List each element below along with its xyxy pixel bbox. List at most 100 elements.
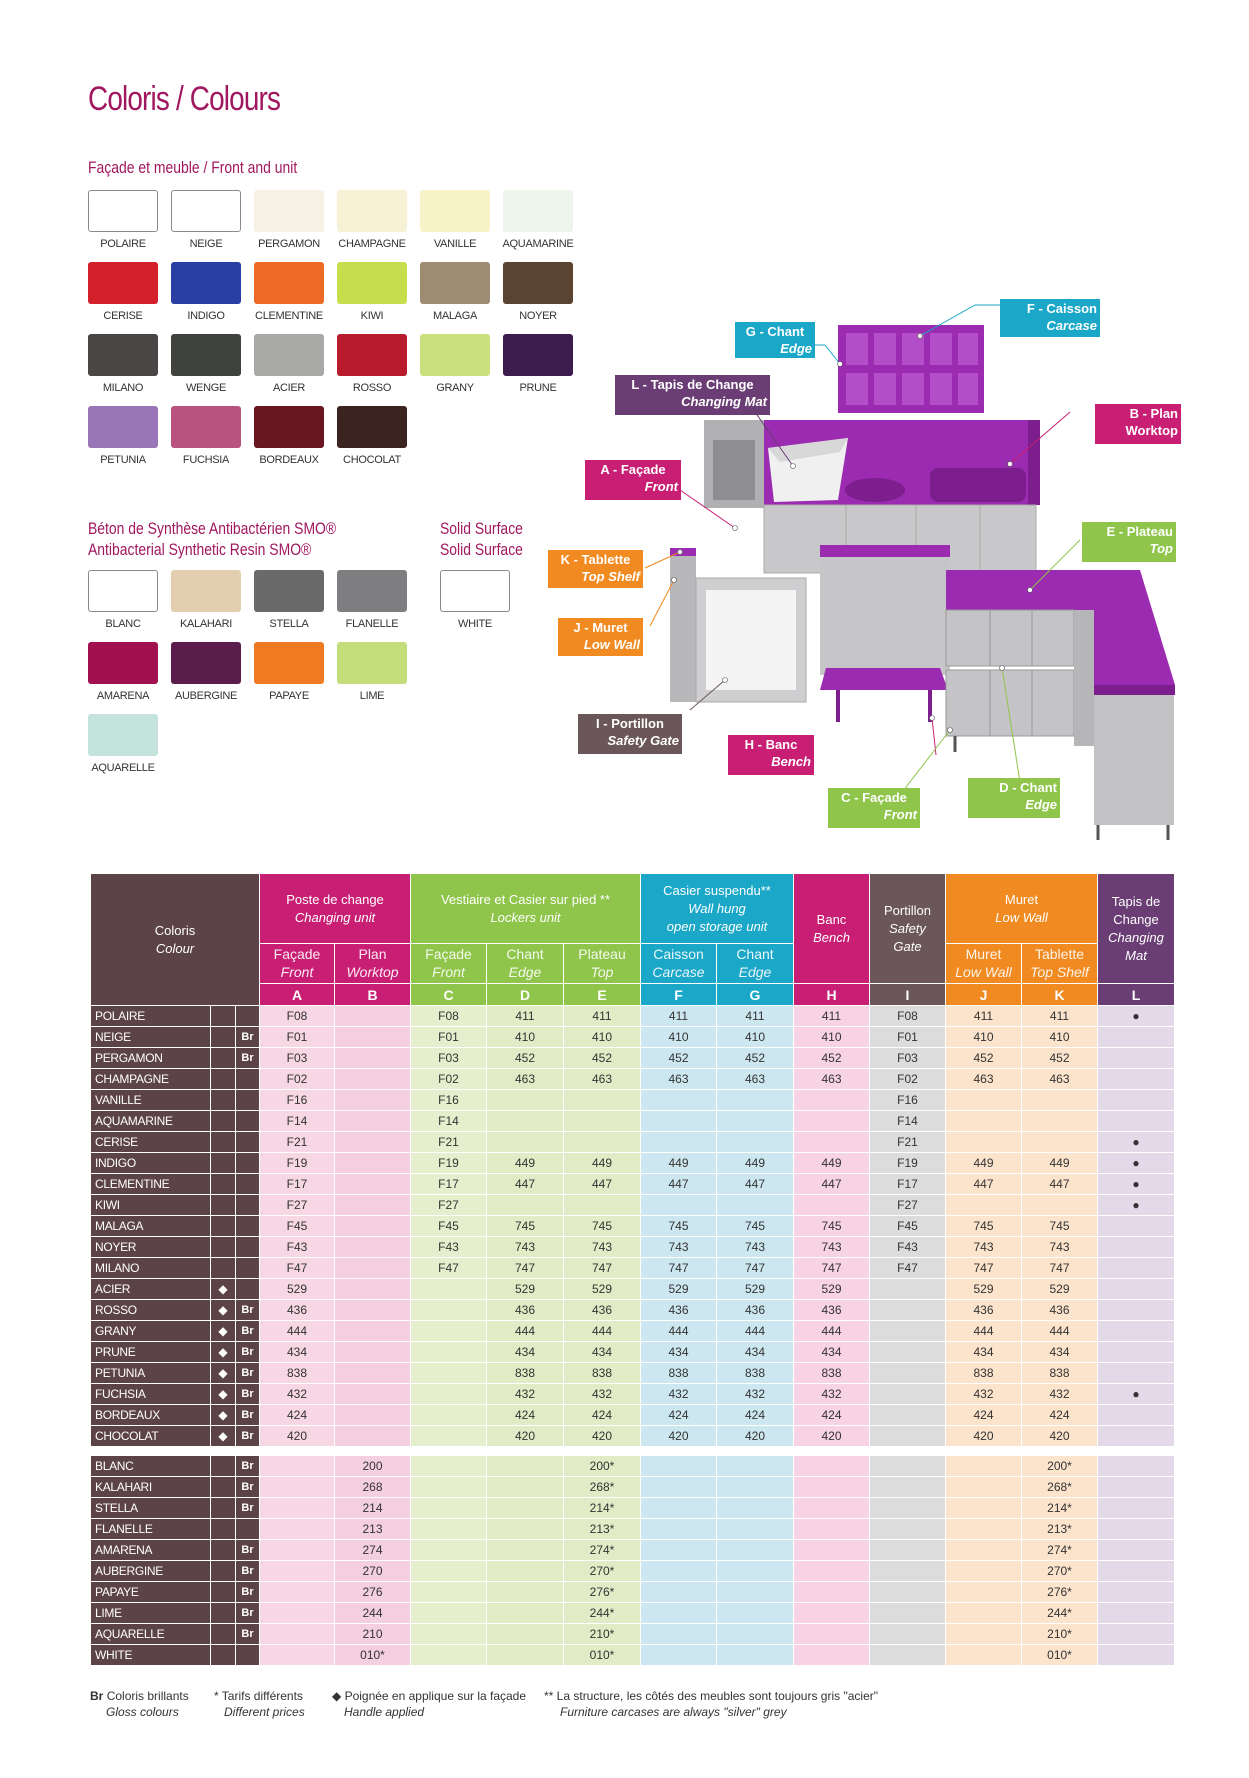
cell: 444 [945, 1320, 1022, 1342]
cell: 529 [945, 1278, 1022, 1300]
cell: 244* [563, 1602, 641, 1624]
column-letter: B [334, 983, 411, 1006]
cell: 444 [793, 1320, 870, 1342]
cell [1097, 1560, 1175, 1582]
cell: F08 [410, 1005, 487, 1027]
cell: 411 [793, 1005, 870, 1027]
cell [640, 1476, 717, 1498]
cell: 410 [1021, 1026, 1098, 1048]
handle-mark: ◆ [210, 1341, 236, 1363]
cell: 838 [793, 1362, 870, 1384]
cell: F14 [869, 1110, 946, 1132]
swatch-label: AQUAMARINE [502, 238, 574, 250]
cell [259, 1539, 335, 1561]
cell [869, 1341, 946, 1363]
cell [640, 1089, 717, 1111]
cell: 463 [716, 1068, 794, 1090]
table-row: CLEMENTINE F17 F17 447 447 447 447 447 F17 447 447… [90, 1173, 1175, 1195]
handle-mark [210, 1194, 236, 1216]
swatch-blanc [88, 570, 158, 612]
cell: ● [1097, 1173, 1175, 1195]
cell: F27 [410, 1194, 487, 1216]
swatch-label: PERGAMON [258, 238, 320, 250]
table-row: ACIER ◆ 529 529 529 529 529 529 529 529 [90, 1278, 1175, 1300]
column-letter: F [640, 983, 717, 1006]
colour-price-table: Coloris Colour Poste de change Changing un… [90, 873, 1175, 1666]
cell: 200 [334, 1455, 411, 1477]
handle-mark [210, 1497, 236, 1519]
cell: 213* [563, 1518, 641, 1540]
gloss-mark: Br [235, 1383, 260, 1405]
handle-mark [210, 1539, 236, 1561]
gloss-mark [235, 1068, 260, 1090]
gloss-mark: Br [235, 1341, 260, 1363]
cell [486, 1644, 564, 1666]
cell: 270 [334, 1560, 411, 1582]
handle-mark: ◆ [210, 1404, 236, 1426]
gloss-mark: Br [235, 1026, 260, 1048]
swatch-bordeaux [254, 406, 324, 448]
cell: 745 [945, 1215, 1022, 1237]
swatch-flanelle [337, 570, 407, 612]
cell [1097, 1320, 1175, 1342]
cell [869, 1539, 946, 1561]
cell [716, 1560, 794, 1582]
cell [259, 1518, 335, 1540]
cell: 449 [563, 1152, 641, 1174]
swatch-label: CLEMENTINE [255, 310, 323, 322]
cell [334, 1278, 411, 1300]
table-row: STELLA Br 214 214* 214* [90, 1497, 1175, 1519]
cell: F17 [410, 1173, 487, 1195]
colour-name: AQUARELLE [90, 1623, 211, 1645]
cell: 274* [1021, 1539, 1098, 1561]
cell: 213* [1021, 1518, 1098, 1540]
cell [945, 1602, 1022, 1624]
cell: 745 [793, 1215, 870, 1237]
cell [945, 1110, 1022, 1132]
gloss-mark: Br [235, 1497, 260, 1519]
cell [793, 1623, 870, 1645]
cell [334, 1425, 411, 1447]
colour-name: PAPAYE [90, 1581, 211, 1603]
gloss-mark: Br [235, 1602, 260, 1624]
cell [1097, 1299, 1175, 1321]
table-row: VANILLE F16 F16 F16 [90, 1089, 1175, 1111]
cell: F01 [259, 1026, 335, 1048]
colour-name: AMARENA [90, 1539, 211, 1561]
cell: F43 [259, 1236, 335, 1258]
gloss-mark: Br [235, 1539, 260, 1561]
cell: 463 [793, 1068, 870, 1090]
cell: ● [1097, 1131, 1175, 1153]
swatch-pergamon [254, 190, 324, 232]
column-letter: A [259, 983, 335, 1006]
cell: F14 [259, 1110, 335, 1132]
gloss-mark [235, 1215, 260, 1237]
cell [793, 1602, 870, 1624]
swatch-label: BORDEAUX [259, 454, 319, 466]
cell [486, 1455, 564, 1477]
table-row: LIME Br 244 244* 244* [90, 1602, 1175, 1624]
cell: 432 [1021, 1383, 1098, 1405]
header-muret: Muret Low Wall [945, 873, 1098, 944]
cell: F27 [869, 1194, 946, 1216]
cell: 745 [486, 1215, 564, 1237]
gloss-mark [235, 1278, 260, 1300]
callout-b-plan: B - Plan Worktop [1095, 404, 1181, 444]
cell [1097, 1644, 1175, 1666]
cell [410, 1518, 487, 1540]
cell: 447 [563, 1173, 641, 1195]
subheader: Façade Front [259, 943, 335, 984]
cell: 447 [1021, 1173, 1098, 1195]
cell: 529 [793, 1278, 870, 1300]
table-row: KIWI F27 F27 F27 ● [90, 1194, 1175, 1216]
cell [334, 1404, 411, 1426]
cell: 452 [1021, 1047, 1098, 1069]
colour-name: VANILLE [90, 1089, 211, 1111]
cell [486, 1539, 564, 1561]
page-title: Coloris / Colours [88, 80, 281, 118]
cell [945, 1581, 1022, 1603]
cell: 420 [486, 1425, 564, 1447]
cell: 436 [259, 1299, 335, 1321]
table-row: KALAHARI Br 268 268* 268* [90, 1476, 1175, 1498]
cell: 747 [486, 1257, 564, 1279]
